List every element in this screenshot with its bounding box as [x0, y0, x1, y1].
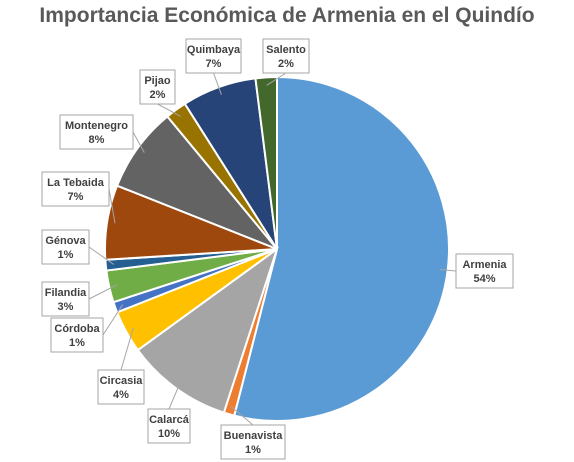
- leader-line-salento: [266, 72, 287, 86]
- chart-title: Importancia Económica de Armenia en el Q…: [39, 4, 535, 27]
- data-label-box-armenia: [455, 253, 514, 289]
- leader-line-cordoba: [102, 304, 124, 336]
- leader-line-montenegro: [132, 131, 145, 153]
- data-label-value-armenia: 54%: [473, 273, 495, 285]
- data-label-value-la-tebaida: 7%: [68, 191, 84, 203]
- data-label-value-cordoba: 1%: [69, 337, 85, 349]
- data-label-name-circasia: Circasia: [100, 375, 144, 387]
- data-label-name-calarca: Calarcá: [149, 414, 190, 426]
- data-label-box-montenegro: [59, 114, 134, 150]
- leader-line-la-tebaida: [108, 188, 116, 224]
- data-label-name-genova: Génova: [45, 235, 86, 247]
- data-label-name-cordoba: Córdoba: [54, 323, 100, 335]
- pie-slice-calarca: [136, 246, 279, 414]
- data-label-box-pijao: [139, 69, 176, 105]
- data-label-value-quimbaya: 7%: [206, 58, 222, 70]
- data-label-name-montenegro: Montenegro: [65, 120, 128, 132]
- data-label-box-buenavista: [220, 424, 286, 460]
- data-label-box-quimbaya: [185, 38, 242, 74]
- data-label-name-salento: Salento: [266, 44, 306, 56]
- data-label-box-cordoba: [50, 317, 104, 353]
- leader-line-calarca: [168, 381, 182, 410]
- data-label-value-salento: 2%: [278, 58, 294, 70]
- data-label-value-pijao: 2%: [150, 89, 166, 101]
- data-label-name-la-tebaida: La Tebaida: [47, 177, 105, 189]
- data-label-name-armenia: Armenia: [462, 259, 507, 271]
- data-label-name-quimbaya: Quimbaya: [187, 44, 241, 56]
- leader-line-circasia: [120, 327, 134, 371]
- data-label-value-buenavista: 1%: [245, 444, 261, 456]
- pie-slice-salento: [254, 75, 278, 250]
- data-label-value-montenegro: 8%: [89, 134, 105, 146]
- data-label-value-calarca: 10%: [158, 428, 180, 440]
- data-label-box-salento: [262, 38, 310, 74]
- data-label-value-filandia: 3%: [58, 301, 74, 313]
- data-label-value-circasia: 4%: [113, 389, 129, 401]
- data-label-name-filandia: Filandia: [45, 287, 87, 299]
- leader-line-buenavista: [230, 406, 254, 426]
- data-label-box-genova: [41, 229, 90, 265]
- data-label-box-calarca: [147, 408, 191, 444]
- data-label-name-buenavista: Buenavista: [224, 430, 284, 442]
- data-label-box-filandia: [41, 281, 90, 317]
- data-label-name-pijao: Pijao: [144, 75, 171, 87]
- data-label-value-genova: 1%: [58, 249, 74, 261]
- leader-line-filandia: [88, 284, 118, 300]
- leader-line-pijao: [157, 103, 181, 117]
- leader-line-armenia: [439, 269, 457, 272]
- leader-line-quimbaya: [213, 72, 222, 95]
- data-label-box-la-tebaida: [41, 171, 110, 207]
- leader-line-genova: [88, 246, 115, 265]
- data-label-box-circasia: [97, 369, 145, 405]
